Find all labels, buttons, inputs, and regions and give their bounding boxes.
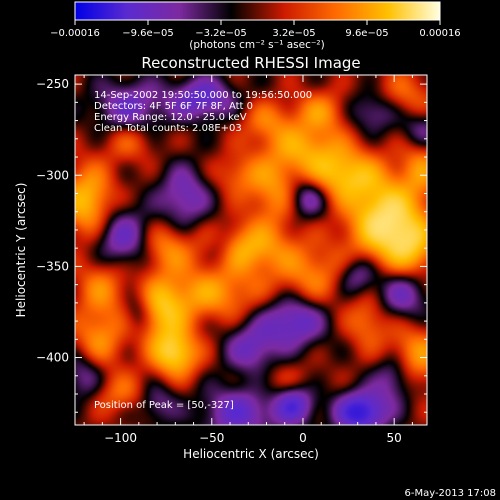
heatmap-image: [75, 75, 427, 425]
x-axis-label: Heliocentric X (arcsec): [183, 447, 319, 461]
colorbar-tick-label: 9.6e−05: [345, 28, 388, 39]
x-axis: −100 −50 0 50: [83, 75, 413, 445]
plot-frame: [74, 74, 428, 426]
colorbar-frame: [74, 1, 441, 21]
x-tick-label: 0: [299, 431, 307, 445]
annotation-energy: Energy Range: 12.0 - 25.0 keV: [94, 112, 247, 123]
y-tick-label: −400: [36, 351, 69, 365]
y-axis-label: Heliocentric Y (arcsec): [14, 183, 28, 318]
footer-date: 6-May-2013 17:08: [404, 488, 496, 499]
peak-position-label: Position of Peak = [50,-327]: [94, 400, 234, 411]
x-tick-label: −100: [104, 431, 137, 445]
annotation-time: 14-Sep-2002 19:50:50.000 to 19:56:50.000: [94, 90, 312, 101]
y-tick-label: −250: [36, 77, 69, 91]
colorbar-tick-label: −3.2e−05: [195, 28, 247, 39]
y-tick-label: −350: [36, 259, 69, 273]
colorbar-tick-label: −9.6e−05: [122, 28, 174, 39]
colorbar-tick-label: −0.00016: [50, 28, 100, 39]
colorbar-tick-label: 0.00016: [419, 28, 460, 39]
annotation-counts: Clean Total counts: 2.08E+03: [94, 123, 242, 134]
colorbar: [75, 2, 440, 20]
chart-title: Reconstructed RHESSI Image: [141, 54, 360, 72]
colorbar-ticks: −0.00016 −9.6e−05 −3.2e−05 3.2e−05 9.6e−05 0.…: [50, 20, 461, 39]
x-tick-label: 50: [387, 431, 402, 445]
colorbar-tick-label: 3.2e−05: [272, 28, 315, 39]
colorbar-units: (photons cm⁻² s⁻¹ asec⁻²): [189, 39, 324, 51]
y-tick-label: −300: [36, 168, 69, 182]
annotation-detectors: Detectors: 4F 5F 6F 7F 8F, Att 0: [94, 101, 253, 112]
x-tick-label: −50: [199, 431, 224, 445]
y-axis: −250 −300 −350 −400: [36, 77, 427, 413]
